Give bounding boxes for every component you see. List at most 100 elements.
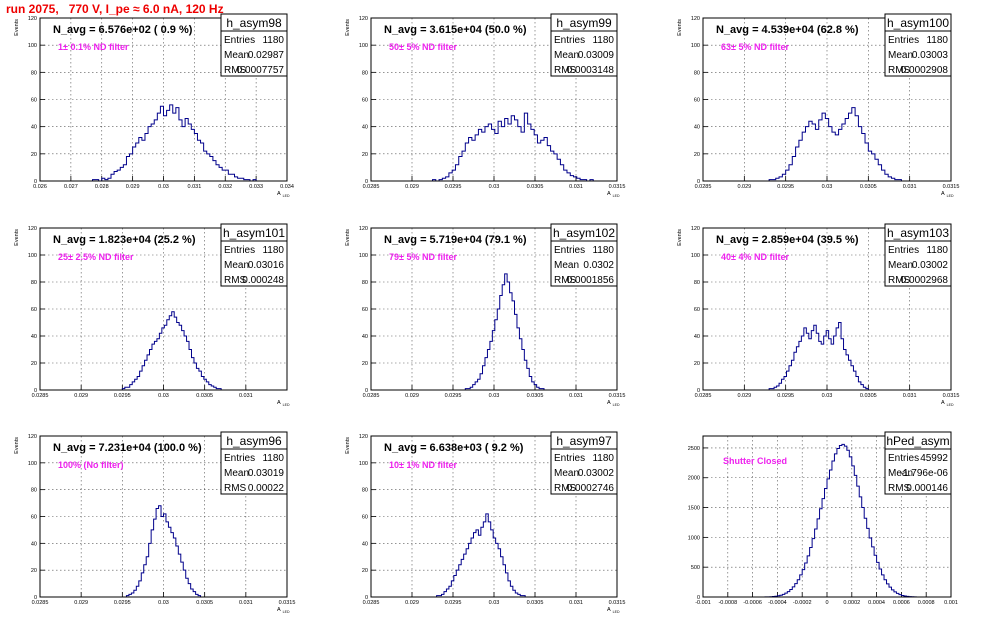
x-tick-label: 0.0305 [527, 600, 544, 606]
plot-frame [39, 17, 288, 182]
stats-label: Entries [888, 453, 919, 464]
x-tick-label: 0.031 [569, 184, 583, 190]
stats-title: h_asym98 [226, 16, 282, 30]
y-tick-label: 0 [365, 595, 368, 601]
plot-frame [370, 435, 618, 598]
x-tick-label: 0.0006 [893, 600, 910, 606]
y-tick-label: 40 [362, 541, 368, 547]
stats-label: Entries [554, 453, 585, 464]
x-tick-label: 0.0315 [609, 600, 626, 606]
x-tick-label: 0.029 [126, 184, 140, 190]
y-tick-label: 20 [31, 361, 37, 367]
stats-value: 1180 [926, 35, 948, 46]
y-axis-label: Events [14, 437, 20, 454]
stats-label: Mean [224, 468, 249, 479]
y-tick-label: 120 [691, 16, 700, 22]
stats-value: 0.00022 [248, 483, 285, 494]
x-tick-label: 0.0315 [609, 184, 626, 190]
x-tick-label: 0.03 [822, 184, 833, 190]
stats-value: 1180 [262, 453, 284, 464]
x-tick-label: 0.0315 [609, 393, 626, 399]
y-tick-label: 60 [694, 307, 700, 313]
filter-label: 63± 5% ND filter [721, 42, 789, 52]
stats-box [550, 240, 618, 287]
y-tick-label: 1500 [688, 506, 700, 512]
x-tick-label: 0.0295 [114, 600, 131, 606]
x-tick-label: 0.029 [405, 393, 419, 399]
stats-label: Mean [224, 50, 249, 61]
plot-frame [39, 227, 288, 391]
n-avg-label: N_avg = 6.576e+02 ( 0.9 %) [53, 24, 193, 36]
y-tick-label: 60 [694, 98, 700, 104]
x-tick-label: 0.0002 [843, 600, 860, 606]
x-tick-label: 0.0315 [943, 393, 960, 399]
stats-value: 0.03019 [248, 468, 285, 479]
stats-title: h_asym102 [553, 226, 615, 240]
histogram-h_asym96: 0.0285 0.029 0.0295 0.03 0.0305 0.031 0.0315 0 2… [14, 431, 295, 614]
y-tick-label: 60 [31, 515, 37, 521]
x-tick-label: 0.0285 [695, 393, 712, 399]
x-tick-label: 0.0315 [943, 184, 960, 190]
x-tick-label: 0.029 [405, 600, 419, 606]
filter-label: Shutter Closed [723, 456, 787, 466]
stats-label: Mean [888, 260, 913, 271]
x-axis-label: A LED [607, 607, 620, 614]
histogram-line [464, 273, 545, 390]
y-axis-label: Events [345, 19, 351, 36]
y-tick-label: 20 [694, 152, 700, 158]
y-tick-label: 20 [362, 568, 368, 574]
x-tick-label: 0.031 [239, 393, 253, 399]
y-tick-label: 100 [691, 253, 700, 259]
n-avg-label: N_avg = 1.823e+04 (25.2 %) [53, 234, 196, 246]
stats-title: h_asym97 [556, 434, 612, 448]
y-tick-label: 60 [31, 98, 37, 104]
x-tick-label: -0.0008 [718, 600, 737, 606]
x-tick-label: 0.032 [218, 184, 232, 190]
stats-value: 1180 [926, 245, 948, 256]
histogram-line [125, 505, 202, 597]
y-tick-label: 60 [362, 515, 368, 521]
y-tick-label: 80 [362, 488, 368, 494]
filter-label: 10± 1% ND filter [389, 460, 457, 470]
histogram-line [91, 104, 257, 182]
x-tick-label: 0.029 [74, 600, 88, 606]
stats-label: RMS [554, 483, 577, 494]
y-tick-label: 60 [362, 98, 368, 104]
stats-label: Entries [554, 245, 585, 256]
x-tick-label: 0.0004 [868, 600, 885, 606]
plot-frame [702, 17, 952, 182]
x-tick-label: 0.03 [489, 600, 500, 606]
stats-label: RMS [554, 275, 577, 286]
stats-value: 0.03003 [912, 50, 949, 61]
y-tick-label: 100 [691, 43, 700, 49]
stats-label: Mean [554, 260, 579, 271]
y-axis-label: Events [345, 229, 351, 246]
stats-title: h_asym99 [556, 16, 612, 30]
y-tick-label: 80 [31, 488, 37, 494]
stats-box [220, 448, 288, 495]
stats-label: RMS [888, 65, 911, 76]
x-tick-label: 0.031 [569, 393, 583, 399]
x-tick-label: 0.031 [903, 393, 917, 399]
x-tick-label: 0.03 [489, 393, 500, 399]
x-tick-label: 0.0295 [114, 393, 131, 399]
x-tick-label: 0.034 [280, 184, 294, 190]
histogram-h_asym98: 0.026 0.027 0.028 0.029 0.03 0.031 0.032 0.033 0… [14, 13, 294, 198]
x-tick-label: 0.0285 [363, 600, 380, 606]
n-avg-label: N_avg = 6.638e+03 ( 9.2 %) [384, 442, 524, 454]
stats-label: Mean [888, 50, 913, 61]
stats-label: Entries [224, 245, 255, 256]
x-tick-label: 0 [825, 600, 828, 606]
plot-frame [39, 435, 288, 598]
x-tick-label: 0.03 [822, 393, 833, 399]
stats-box [550, 30, 618, 77]
x-tick-label: 0.0305 [860, 184, 877, 190]
x-tick-label: -0.0004 [768, 600, 787, 606]
x-tick-label: 0.031 [903, 184, 917, 190]
x-tick-label: 0.03 [158, 600, 169, 606]
y-axis-label: Events [14, 229, 20, 246]
histogram-line [436, 513, 526, 597]
y-tick-label: 20 [31, 568, 37, 574]
y-tick-label: 80 [694, 280, 700, 286]
